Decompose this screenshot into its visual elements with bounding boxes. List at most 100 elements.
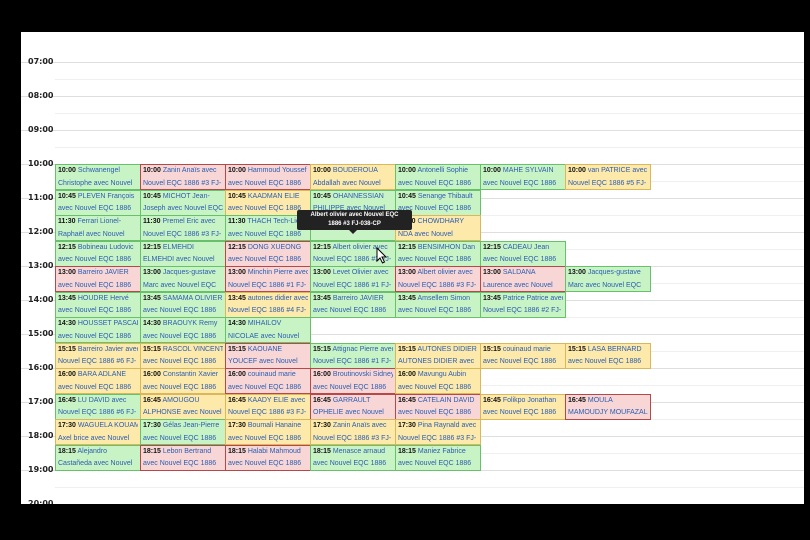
appointment-event[interactable]: 16:45 AMOUGOU ALPHONSE avec Nouvel (140, 393, 226, 420)
appointment-event[interactable]: 15:15 Barreiro Javier avec Nouvel EQC 188… (55, 342, 141, 369)
event-subtitle: Castañeda avec Nouvel (58, 460, 133, 467)
appointment-event[interactable]: 12:15 CADEAU Jean avec Nouvel EQC 1886 (480, 240, 566, 267)
event-subtitle: avec Nouvel EQC 1886 (228, 205, 302, 212)
event-title: BENSIMHON Dan (417, 243, 476, 251)
appointment-event[interactable]: 13:00 Jacques-gustave Marc avec Nouvel EQ… (140, 266, 226, 292)
appointment-event[interactable]: 13:00 SALDANA Laurence avec Nouvel (480, 266, 566, 292)
event-title: Folikpo Jonathan (502, 396, 557, 404)
appointment-event[interactable]: 16:45 LU DAVID avec Nouvel EQC 1886 #6 FJ… (55, 393, 141, 420)
event-time: 16:00 (228, 371, 246, 378)
appointment-event[interactable]: 18:15 Alejandro Castañeda avec Nouvel (55, 444, 141, 471)
appointment-event[interactable]: 16:45 Folikpo Jonathan avec Nouvel EQC 18… (480, 393, 566, 420)
appointment-event[interactable]: 10:00 Zanin Anaïs avec Nouvel EQC 1886 #3… (140, 164, 226, 190)
appointment-event[interactable]: 13:45 HOUDRE Hervé avec Nouvel EQC 1886 (55, 291, 141, 318)
event-time: 10:00 (313, 167, 331, 174)
event-time: 17:30 (228, 422, 246, 429)
event-title: MAHE SYLVAIN (502, 167, 554, 174)
event-time: 10:00 (398, 167, 416, 174)
appointment-event[interactable]: 17:30 Zanin Anaïs avec Nouvel EQC 1886 #3… (310, 419, 396, 445)
event-time: 16:45 (398, 396, 416, 404)
appointment-event[interactable]: 10:45 KAADMAN ELIE avec Nouvel EQC 1886 (225, 189, 311, 216)
event-subtitle: avec Nouvel EQC 1886 (143, 434, 217, 442)
event-time: 16:45 (228, 396, 246, 404)
appointment-event[interactable]: 10:45 MICHOT Jean- Joseph avec Nouvel EQC (140, 189, 226, 216)
event-title: SALDANA (502, 269, 536, 276)
appointment-event[interactable]: 12:15 Bobineau Ludovic avec Nouvel EQC 18… (55, 240, 141, 267)
event-time: 13:45 (313, 294, 331, 302)
appointment-event[interactable]: 17:30 WAGUELA KOUAM Axel brice avec Nouve… (55, 419, 141, 445)
event-time: 13:45 (228, 294, 246, 302)
appointment-event[interactable]: 10:45 PLEVEN François avec Nouvel EQC 188… (55, 189, 141, 216)
appointment-event[interactable]: 17:30 Boumali Hanaine avec Nouvel EQC 188… (225, 419, 311, 445)
appointment-event[interactable]: 16:00 Mavungu Aubin avec Nouvel EQC 1886 (395, 368, 481, 394)
appointment-event[interactable]: 11:30 THACH Tech-Lie avec Nouvel EQC 1886 (225, 215, 311, 241)
appointment-event[interactable]: 18:15 Lebon Bertrand avec Nouvel EQC 1886 (140, 444, 226, 471)
appointment-event[interactable]: 10:00 BOUDEROUA Abdallah avec Nouvel (310, 164, 396, 190)
event-time: 16:00 (58, 371, 76, 378)
appointment-event[interactable]: 16:00 couinaud marie avec Nouvel EQC 1886 (225, 368, 311, 394)
appointment-event[interactable]: 14:30 HOUSSET PASCAL avec Nouvel EQC 1886 (55, 317, 141, 343)
appointment-event[interactable]: 16:00 Constantin Xavier avec Nouvel EQC 1… (140, 368, 226, 394)
appointment-event[interactable]: 17:30 Gélas Jean-Pierre avec Nouvel EQC 1… (140, 419, 226, 445)
appointment-event[interactable]: 13:45 SAMAMA OLIVIER avec Nouvel EQC 1886 (140, 291, 226, 318)
appointment-event[interactable]: 13:45 Patrice Patrice avec Nouvel EQC 188… (480, 291, 566, 318)
event-line-1: 10:45 Senange Thibault (398, 191, 478, 204)
appointment-event[interactable]: 17:30 Pina Raynald avec Nouvel EQC 1886 #… (395, 419, 481, 445)
event-title: HOUDRE Hervé (77, 294, 129, 302)
event-subtitle: avec Nouvel EQC 1886 (143, 332, 217, 340)
appointment-event[interactable]: 16:00 Broutinovski Sidney avec Nouvel EQC… (310, 368, 396, 394)
appointment-event[interactable]: 13:00 Albert olivier avec Nouvel EQC 1886… (395, 266, 481, 292)
appointment-event[interactable]: 12:15 DONG XUEONG avec Nouvel EQC 1886 (225, 240, 311, 267)
appointment-event[interactable]: 16:45 KAADY ELIE avec Nouvel EQC 1886 #3 … (225, 393, 311, 420)
appointment-event[interactable]: 11:30 Premel Eric avec Nouvel EQC 1886 #3… (140, 215, 226, 241)
appointment-event[interactable]: 15:15 couinaud marie avec Nouvel EQC 1886 (480, 342, 566, 369)
event-time: 13:45 (58, 294, 76, 302)
appointment-event[interactable]: 18:15 Menasce arnaud avec Nouvel EQC 1886 (310, 444, 396, 471)
event-title: Zanin Anaïs avec (162, 167, 217, 174)
event-title: MICHOT Jean- (162, 192, 210, 200)
appointment-event[interactable]: 12:15 BENSIMHON Dan avec Nouvel EQC 1886 (395, 240, 481, 267)
event-line-1: 16:45 GARRAULT (313, 395, 393, 408)
appointment-event[interactable]: 13:45 Barreiro JAVIER avec Nouvel EQC 188… (310, 291, 396, 318)
event-time: 13:45 (398, 294, 416, 302)
appointment-event[interactable]: 10:00 Antonelli Sophie avec Nouvel EQC 18… (395, 164, 481, 190)
time-label: 16:00 (28, 363, 54, 372)
appointment-event[interactable]: 10:00 van PATRICE avec Nouvel EQC 1886 #5… (565, 164, 651, 190)
appointment-event[interactable]: 13:00 Jacques-gustave Marc avec Nouvel EQ… (565, 266, 651, 292)
event-line-1: 14:30 HOUSSET PASCAL (58, 318, 138, 331)
appointment-event[interactable]: 15:15 RASCOL VINCENT avec Nouvel EQC 1886 (140, 342, 226, 369)
event-title: Mavungu Aubin (417, 371, 467, 378)
appointment-event[interactable]: 18:15 Maniez Fabrice avec Nouvel EQC 1886 (395, 444, 481, 471)
event-title: van PATRICE avec (587, 167, 648, 174)
appointment-event[interactable]: 16:00 BARA ADLANE avec Nouvel EQC 1886 (55, 368, 141, 394)
event-line-1: 16:00 couinaud marie (228, 369, 308, 382)
event-title: ELMEHDI (162, 243, 194, 251)
appointment-event[interactable]: 10:00 Hammoud Youssef avec Nouvel EQC 188… (225, 164, 311, 190)
appointment-event[interactable]: 13:00 Barreiro JAVIER avec Nouvel EQC 188… (55, 266, 141, 292)
appointment-event[interactable]: 16:45 MOULA MAMOUDJY MOUFAZAL (565, 393, 651, 420)
appointment-event[interactable]: 13:00 Minchin Pierre avec Nouvel EQC 1886… (225, 266, 311, 292)
appointment-event[interactable]: 15:15 LASA BERNARD avec Nouvel EQC 1886 (565, 342, 651, 369)
event-line-1: 12:15 DONG XUEONG (228, 242, 308, 255)
event-title: Hammoud Youssef (247, 167, 307, 174)
appointment-event[interactable]: 13:00 Levet Olivier avec Nouvel EQC 1886 … (310, 266, 396, 292)
appointment-event[interactable]: 16:45 CATELAIN DAVID avec Nouvel EQC 1886 (395, 393, 481, 420)
appointment-event[interactable]: 14:30 BRAOUYK Remy avec Nouvel EQC 1886 (140, 317, 226, 343)
event-subtitle: avec Nouvel EQC 1886 (398, 409, 472, 416)
event-title: RASCOL VINCENT (162, 345, 223, 353)
appointment-event[interactable]: 15:15 AUTONES DIDIER AUTONES DIDIER avec (395, 342, 481, 369)
appointment-event[interactable]: 12:15 ELMEHDI ELMEHDI avec Nouvel (140, 240, 226, 267)
appointment-event[interactable]: 13:45 autones didier avec Nouvel EQC 1886… (225, 291, 311, 318)
hour-line (21, 130, 804, 131)
appointment-event[interactable]: 15:15 KAOUANE YOUCEF avec Nouvel (225, 342, 311, 369)
appointment-event[interactable]: 14:30 MIHAILOV NICOLAE avec Nouvel (225, 317, 311, 343)
appointment-event[interactable]: 11:30 Ferrari Lionel- Raphaël avec Nouvel (55, 215, 141, 241)
event-line-1: 18:15 Halabi Mahmoud (228, 446, 308, 459)
appointment-event[interactable]: 10:00 Schwanengel Christophe avec Nouvel (55, 164, 141, 190)
appointment-event[interactable]: 15:15 Attignac Pierre avec Nouvel EQC 188… (310, 342, 396, 369)
appointment-event[interactable]: 16:45 GARRAULT OPHELIE avec Nouvel (310, 393, 396, 420)
event-time: 10:45 (228, 192, 246, 200)
appointment-event[interactable]: 10:00 MAHE SYLVAIN avec Nouvel EQC 1886 (480, 164, 566, 190)
appointment-event[interactable]: 13:45 Amsellem Simon avec Nouvel EQC 1886 (395, 291, 481, 318)
appointment-event[interactable]: 18:15 Halabi Mahmoud avec Nouvel EQC 1886 (225, 444, 311, 471)
